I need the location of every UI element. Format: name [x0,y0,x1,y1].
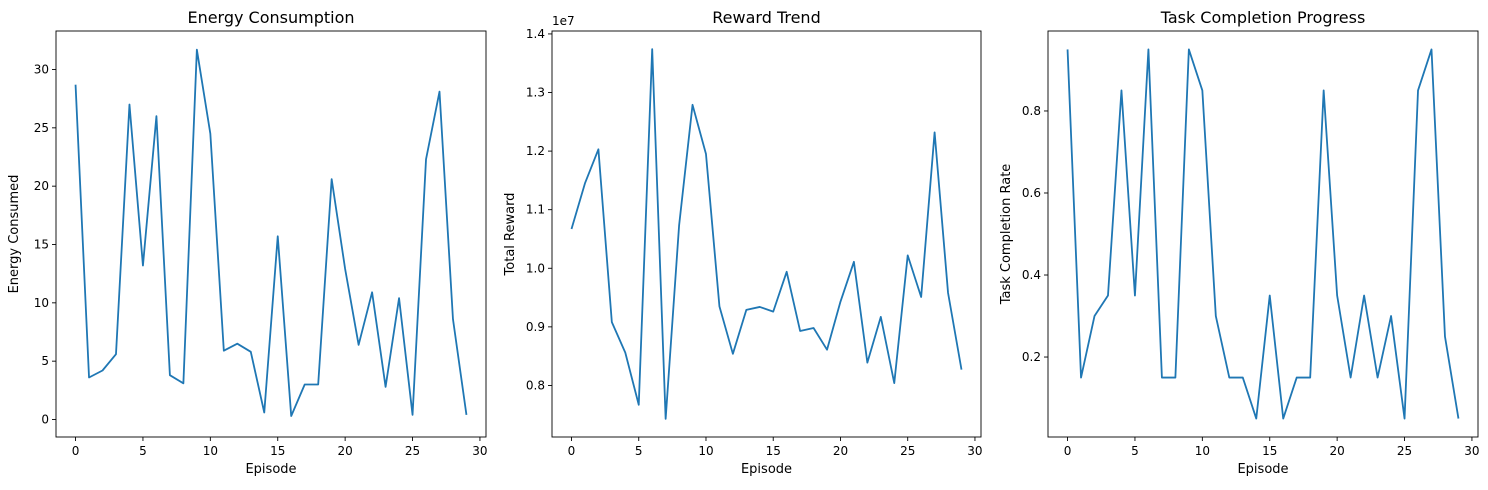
y-tick-label: 5 [41,354,49,368]
y-tick-label: 15 [34,238,49,252]
y-tick-label: 20 [34,179,49,193]
x-tick-label: 20 [337,444,352,458]
x-tick-label: 15 [270,444,285,458]
x-tick-label: 0 [72,444,80,458]
y-tick-label: 1.4 [526,27,545,41]
y-tick-label: 0.8 [1022,104,1041,118]
x-tick-label: 5 [1131,444,1139,458]
y-tick-label: 0 [41,413,49,427]
x-tick-label: 25 [900,444,915,458]
y-tick-label: 0.8 [526,378,545,392]
x-tick-label: 10 [1195,444,1210,458]
x-tick-label: 20 [833,444,848,458]
y-axis-label: Total Reward [503,193,518,277]
x-tick-label: 30 [472,444,487,458]
y-axis-label: Energy Consumed [7,175,22,294]
y-tick-label: 0.9 [526,320,545,334]
y-tick-label: 1.2 [526,144,545,158]
x-tick-label: 25 [1397,444,1412,458]
subplot-2: 0 5 10 15 20 25 30 0.8 0.9 1.0 1.1 1.2 1.3 1.4 1e7 Rewa… [503,8,983,477]
x-tick-label: 20 [1329,444,1344,458]
x-tick-label: 5 [139,444,147,458]
subplot-3: 0 5 10 15 20 25 30 0.2 0.4 0.6 0.8 Task Completion … [999,8,1480,477]
x-axis-label: Episode [741,462,792,477]
series-line [570,48,963,420]
y-tick-label: 1.1 [526,203,545,217]
y-tick-label: 0.6 [1022,186,1041,200]
y-tick-label: 1.3 [526,86,545,100]
y-tick-label: 1.0 [526,261,545,275]
x-tick-label: 25 [405,444,420,458]
x-tick-label: 5 [635,444,643,458]
x-tick-label: 10 [698,444,713,458]
series-line [1066,48,1460,420]
x-tick-label: 30 [1464,444,1479,458]
chart-title: Reward Trend [712,8,820,27]
axes-frame [55,30,487,438]
axes-frame [1047,30,1479,438]
y-tick-label: 10 [34,296,49,310]
y-tick-label: 0.2 [1022,350,1041,364]
x-axis-label: Episode [245,462,296,477]
x-tick-label: 15 [1262,444,1277,458]
x-tick-label: 0 [1064,444,1072,458]
subplot-1: 0 5 10 15 20 25 30 0 5 10 15 20 25 30 Energy Consumpti… [7,8,488,477]
x-tick-label: 15 [766,444,781,458]
series-line [74,48,468,417]
y-tick-label: 0.4 [1022,268,1041,282]
x-tick-label: 30 [967,444,982,458]
x-tick-label: 0 [568,444,576,458]
y-axis-label: Task Completion Rate [999,164,1014,306]
axes-frame [551,30,982,438]
x-axis-label: Episode [1237,462,1288,477]
y-offset-text: 1e7 [552,14,575,28]
chart-title: Energy Consumption [187,8,354,27]
x-tick-label: 10 [203,444,218,458]
y-tick-label: 25 [34,121,49,135]
y-tick-label: 30 [34,63,49,77]
chart-title: Task Completion Progress [1160,8,1366,27]
